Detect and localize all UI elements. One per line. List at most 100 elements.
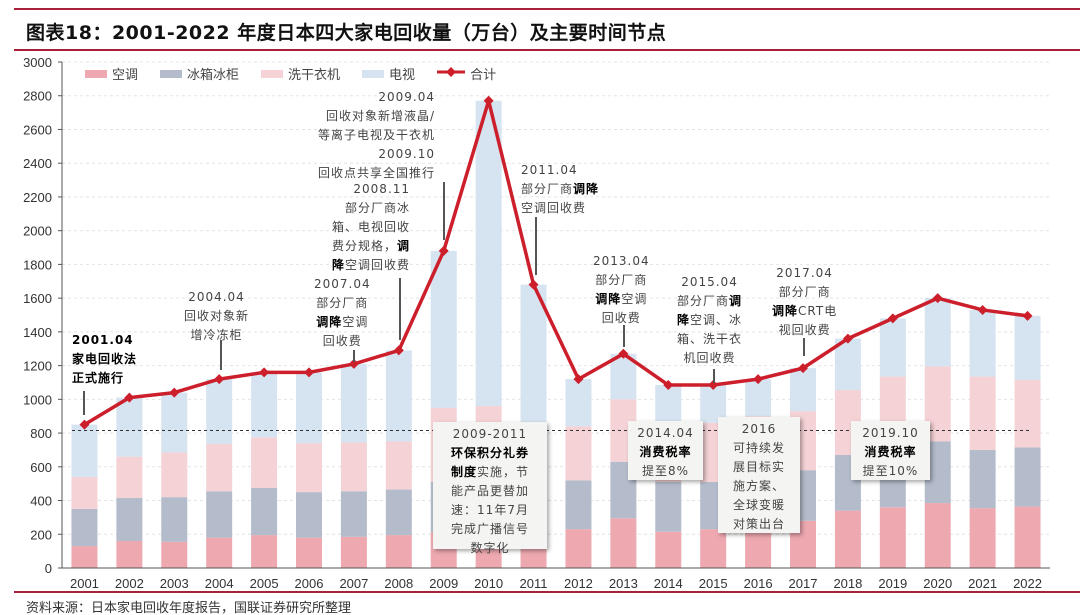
bar-2002-series-2 <box>116 456 143 499</box>
title-bottom-rule <box>14 49 1080 51</box>
annotation-text: 部分厂商 <box>521 182 574 196</box>
bar-2001-series-0 <box>71 546 98 568</box>
bar-2022-series-3 <box>1014 315 1041 380</box>
annotation-text: 空调回收费 <box>521 201 587 215</box>
annotation-line: 2016 <box>718 420 800 439</box>
annotation-line: 回收点共享全国推行 <box>318 164 435 183</box>
annotation-box-2009-2011: 2009-2011 环保积分礼券 制度实施，节 能产品更替加 速：11年7月 完成广播信号… <box>433 422 547 555</box>
y-tick-label: 2000 <box>23 224 52 239</box>
title-top-rule <box>14 8 1080 10</box>
annotation-text: 2015.04 <box>681 275 738 289</box>
bottom-rule <box>14 591 1080 593</box>
annotation-text: 2007.04 <box>314 277 371 291</box>
bar-2021-series-3 <box>969 309 996 377</box>
annotation-line: 完成广播信号 <box>433 520 547 539</box>
bar-2005-series-2 <box>251 437 278 488</box>
x-tick-label: 2010 <box>474 576 503 591</box>
annotation-text: 实施，节 <box>477 465 530 479</box>
x-tick-label: 2003 <box>160 576 189 591</box>
bar-2007-series-0 <box>340 536 367 568</box>
annotation-text: 2019.10 <box>862 426 919 440</box>
x-tick-label: 2022 <box>1013 576 1042 591</box>
annotation-text: 全球变暖 <box>732 498 785 512</box>
annotation-line: 部分厂商 <box>772 283 837 302</box>
leader-line <box>623 325 625 347</box>
total-point-2017 <box>798 363 808 374</box>
annotation-text: 回收点共享全国推行 <box>318 166 436 180</box>
annotation-text: 部分厂商 <box>316 296 369 310</box>
annotation-text: 费分规格， <box>332 239 398 253</box>
legend-label: 电视 <box>389 68 416 83</box>
legend-swatch <box>261 69 284 78</box>
bar-2019-series-0 <box>879 507 906 568</box>
annotation-bold-text: 调降 <box>573 182 600 196</box>
x-tick-label: 2016 <box>744 576 773 591</box>
x-tick-label: 2005 <box>250 576 279 591</box>
total-point-2009 <box>438 245 449 256</box>
annotation-line: 调降空调 <box>593 290 650 309</box>
annotation-line: 箱、电视回收 <box>332 218 410 237</box>
y-tick-label: 2400 <box>23 156 52 171</box>
annotation-box-2019: 2019.10 消费税率 提至10% <box>851 421 930 480</box>
annotation-text: 空调回收费 <box>345 258 411 272</box>
leader-line <box>803 338 805 356</box>
annotation-text: 机回收费 <box>683 351 736 365</box>
x-tick-label: 2017 <box>789 576 818 591</box>
y-tick-label: 2200 <box>23 190 52 205</box>
annotation-bold-text: 调 <box>397 239 411 253</box>
legend-label: 合计 <box>470 68 497 83</box>
total-point-2007 <box>348 358 359 369</box>
bar-2006-series-1 <box>296 492 322 538</box>
annotation-line: 2004.04 <box>184 288 249 307</box>
annotation-text: 2011.04 <box>521 163 578 177</box>
annotation-bold-text: 降 <box>332 258 346 272</box>
annotation-line: 回收对象新增液晶/ <box>318 107 435 126</box>
legend-item: 冰箱冰柜 <box>160 64 239 83</box>
annotation-2009: 2009.04 回收对象新增液晶/等离子电视及干衣机 2009.10 回收点共享全国推… <box>318 88 435 183</box>
y-tick-label: 2800 <box>23 89 52 104</box>
annotation-line: 箱、洗干衣 <box>677 330 742 349</box>
annotation-line: 消费税率 <box>628 443 703 462</box>
x-tick-label: 2015 <box>699 576 728 591</box>
bar-2018-series-0 <box>834 510 861 568</box>
bar-2003-series-2 <box>161 452 188 498</box>
annotation-text: 2009.04 <box>378 90 436 104</box>
annotation-line: 费分规格，调 <box>332 237 410 256</box>
bar-2021-series-2 <box>969 376 996 450</box>
annotation-text: 能产品更替加 <box>450 484 529 498</box>
bar-2012-series-3 <box>565 379 592 427</box>
x-tick-label: 2006 <box>295 576 324 591</box>
annotation-line: 部分厂商 <box>314 294 371 313</box>
legend-item: 电视 <box>362 64 415 83</box>
annotation-line: 回收对象新 <box>184 307 249 326</box>
bar-2007-series-2 <box>340 442 367 492</box>
annotation-text: 回收费 <box>601 311 641 325</box>
leader-line <box>83 391 85 415</box>
annotation-text: 2004.04 <box>188 290 245 304</box>
annotation-line: 制度实施，节 <box>433 463 547 482</box>
annotation-text: 增冷冻柜 <box>190 328 243 342</box>
annotation-2001: 2001.04 家电回收法 正式施行 <box>72 331 137 388</box>
bar-2019-series-3 <box>879 318 906 377</box>
bar-2014-series-0 <box>655 531 682 568</box>
annotation-text: 部分厂商冰 <box>345 201 411 215</box>
x-tick-label: 2020 <box>923 576 952 591</box>
annotation-text: 箱、电视回收 <box>332 220 411 234</box>
bar-2010-series-3 <box>475 100 502 407</box>
total-point-2018 <box>842 333 853 344</box>
annotation-line: 2007.04 <box>314 275 371 294</box>
legend-label: 冰箱冰柜 <box>187 68 240 83</box>
annotation-line: 正式施行 <box>72 369 137 388</box>
y-tick-label: 0 <box>45 561 52 576</box>
annotation-line: 2009-2011 <box>433 425 547 444</box>
leader-line <box>713 369 715 383</box>
annotation-line: 回收费 <box>593 309 650 328</box>
y-tick-label: 800 <box>30 426 52 441</box>
annotation-text: 2017.04 <box>776 266 833 280</box>
annotation-text: CRT电 <box>798 304 838 318</box>
legend: 空调 冰箱冰柜 洗干衣机 电视 合计 <box>85 64 496 83</box>
bar-2002-series-1 <box>116 498 143 542</box>
bar-2012-series-1 <box>565 480 592 530</box>
bar-2004-series-1 <box>206 491 233 538</box>
bar-2003-series-3 <box>161 392 188 453</box>
